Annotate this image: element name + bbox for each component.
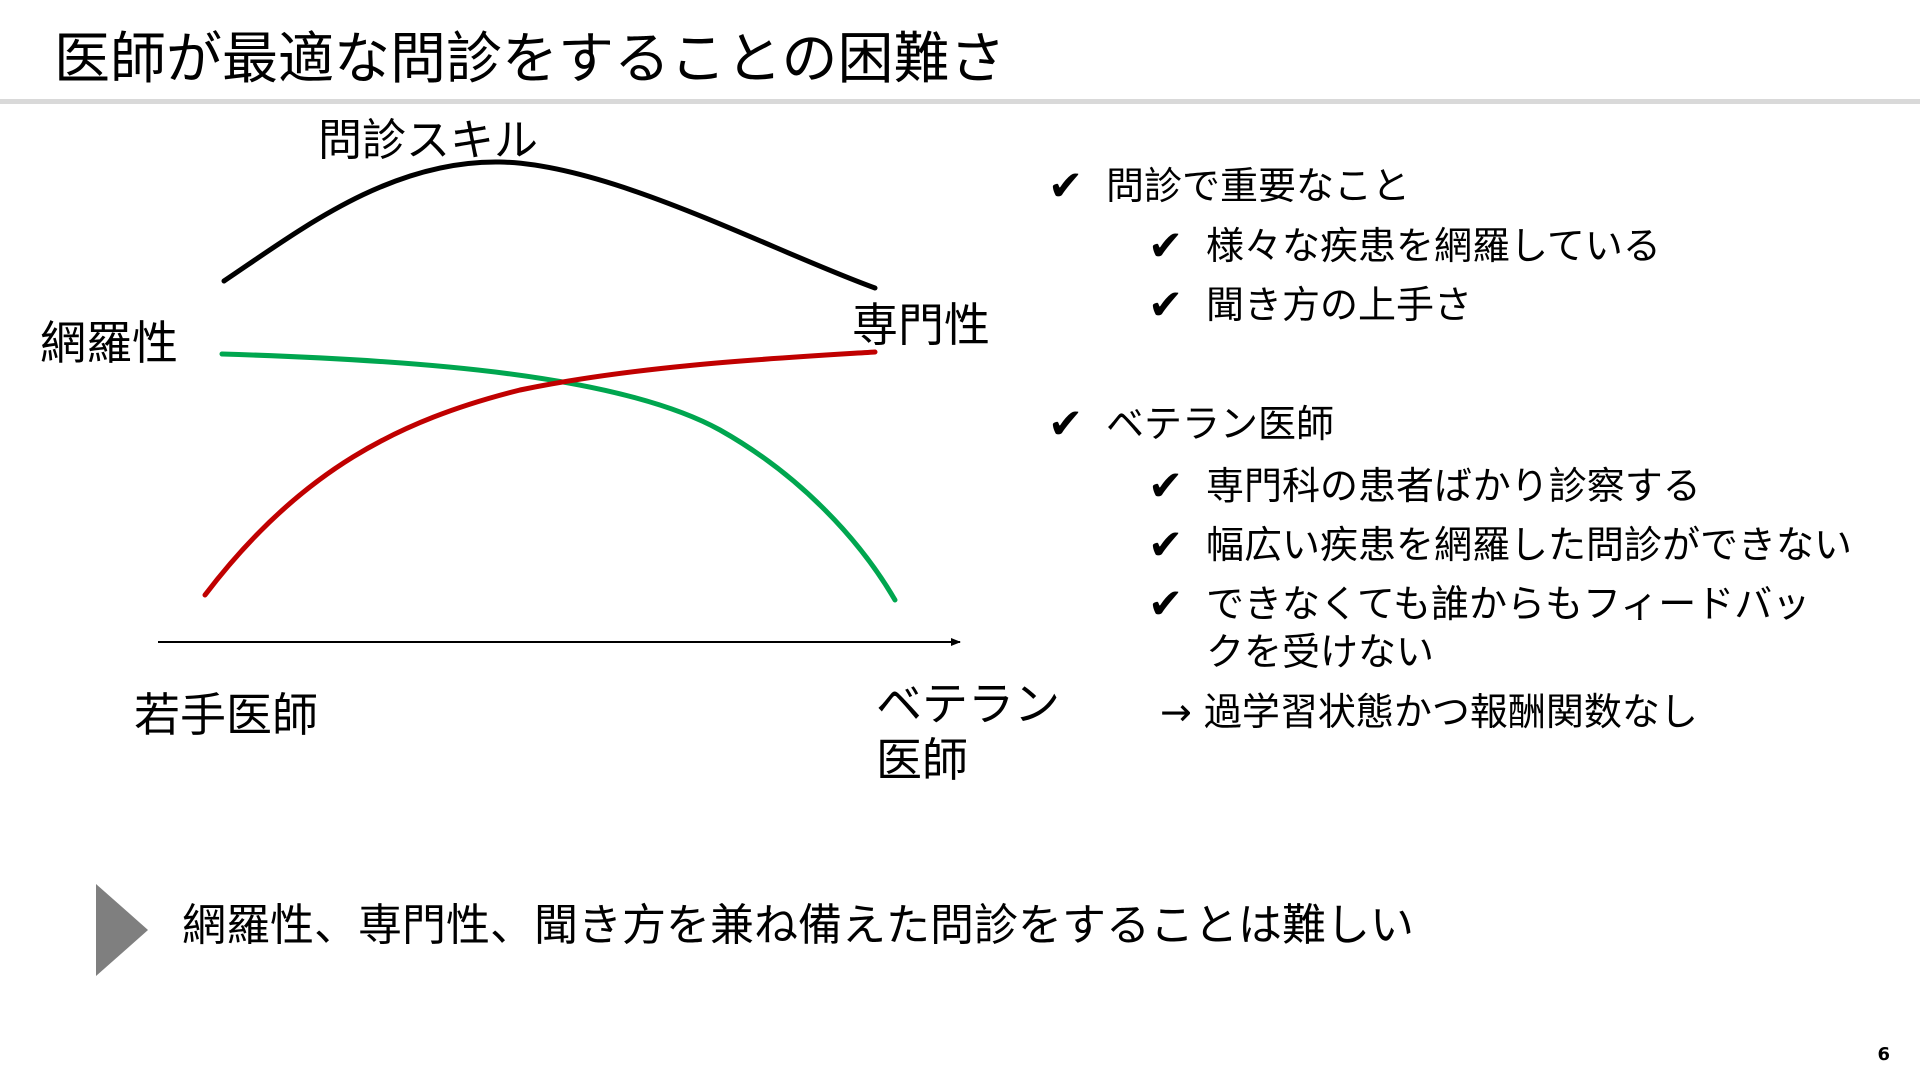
axis-end-label: ベテラン医師 bbox=[876, 677, 1060, 787]
conclusion-text: 網羅性、専門性、聞き方を兼ね備えた問診をすることは難しい bbox=[182, 900, 1414, 951]
checkmark-icon: ✔ bbox=[1048, 399, 1084, 448]
bullet-group1-item: ✔ 様々な疾患を網羅している bbox=[1148, 222, 1661, 270]
bullet-text: 聞き方の上手さ bbox=[1206, 283, 1473, 327]
specialty-curve-label: 専門性 bbox=[852, 298, 990, 352]
bullet-text: 専門科の患者ばかり診察する bbox=[1206, 464, 1701, 508]
checkmark-icon: ✔ bbox=[1148, 221, 1184, 270]
axis-start-label: 若手医師 bbox=[134, 688, 318, 742]
bullet-text: できなくても誰からもフィードバックを受けない bbox=[1206, 582, 1811, 674]
skill-curve-label: 問診スキル bbox=[318, 115, 538, 166]
coverage-curve-label: 網羅性 bbox=[40, 316, 178, 370]
checkmark-icon: ✔ bbox=[1148, 520, 1184, 569]
bullet-group1-item: ✔ 聞き方の上手さ bbox=[1148, 281, 1472, 329]
specialty-curve bbox=[202, 349, 878, 598]
bullet-group2-heading: ✔ ベテラン医師 bbox=[1048, 400, 1334, 448]
checkmark-icon: ✔ bbox=[1148, 461, 1184, 510]
bullet-text: 様々な疾患を網羅している bbox=[1206, 224, 1661, 268]
title-divider bbox=[0, 99, 1920, 104]
checkmark-icon: ✔ bbox=[1148, 579, 1184, 628]
checkmark-icon: ✔ bbox=[1048, 161, 1084, 210]
bullet-text: ベテラン医師 bbox=[1106, 402, 1335, 446]
bullet-group2-item: ✔ 専門科の患者ばかり診察する bbox=[1148, 462, 1701, 510]
bullet-group2-item: ✔ 幅広い疾患を網羅した問診ができない bbox=[1148, 521, 1852, 569]
bullet-text: 問診で重要なこと bbox=[1106, 164, 1411, 208]
coverage-curve bbox=[219, 351, 898, 603]
play-triangle-icon bbox=[96, 884, 148, 976]
bullet-group1-heading: ✔ 問診で重要なこと bbox=[1048, 162, 1410, 210]
slide-title: 医師が最適な問診をすることの困難さ bbox=[54, 27, 1006, 92]
skill-curve bbox=[221, 159, 878, 291]
bullet-text: 幅広い疾患を網羅した問診ができない bbox=[1206, 523, 1853, 567]
bullet-group2-item: ✔ できなくても誰からもフィードバックを受けない bbox=[1148, 580, 1848, 676]
checkmark-icon: ✔ bbox=[1148, 280, 1184, 329]
arrow-note-text: → 過学習状態かつ報酬関数なし bbox=[1160, 690, 1698, 734]
bullet-arrow-note: → 過学習状態かつ報酬関数なし bbox=[1160, 688, 1698, 736]
page-number: 6 bbox=[1877, 1044, 1890, 1065]
